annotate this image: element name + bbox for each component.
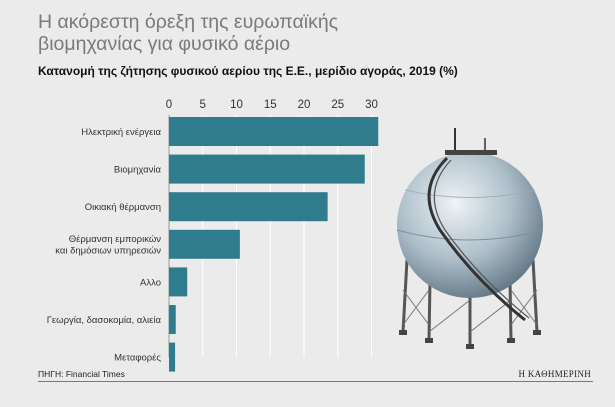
chart-title: Η ακόρεστη όρεξη της ευρωπαϊκής βιομηχαν… bbox=[38, 11, 339, 55]
category-label: Μεταφορές bbox=[114, 353, 161, 364]
footer-divider bbox=[38, 381, 593, 382]
chart-subtitle: Κατανομή της ζήτησης φυσικού αερίου της … bbox=[38, 64, 458, 78]
category-label: Βιομηχανία bbox=[114, 165, 162, 176]
publisher-brand: Η ΚΑΘΗΜΕΡΙΝΗ bbox=[518, 369, 591, 379]
category-label: Θέρμανση εμπορικών και δημόσιων υπηρεσιών bbox=[55, 234, 161, 256]
x-tick-label: 0 bbox=[166, 99, 172, 111]
bar bbox=[169, 342, 176, 372]
bar bbox=[169, 305, 176, 334]
x-tick-label: 25 bbox=[331, 99, 344, 111]
x-tick-label: 30 bbox=[365, 99, 378, 111]
x-tick-label: 5 bbox=[200, 99, 206, 111]
bar bbox=[169, 192, 328, 222]
category-label: Ηλεκτρική ενέργεια bbox=[81, 127, 161, 138]
category-label: Οικιακή θέρμανση bbox=[85, 202, 161, 213]
category-label: Αλλο bbox=[140, 277, 161, 288]
x-tick-label: 10 bbox=[230, 99, 243, 111]
bar bbox=[169, 117, 379, 146]
bar bbox=[169, 154, 365, 184]
x-tick-label: 15 bbox=[264, 99, 277, 111]
category-label: Γεωργία, δασοκομία, αλιεία bbox=[47, 315, 162, 326]
gas-tank-illustration bbox=[396, 128, 544, 349]
bar bbox=[169, 267, 188, 297]
x-tick-label: 20 bbox=[298, 99, 311, 111]
source-note: ΠΗΓΗ: Financial Times bbox=[38, 369, 125, 379]
bar bbox=[169, 229, 240, 259]
